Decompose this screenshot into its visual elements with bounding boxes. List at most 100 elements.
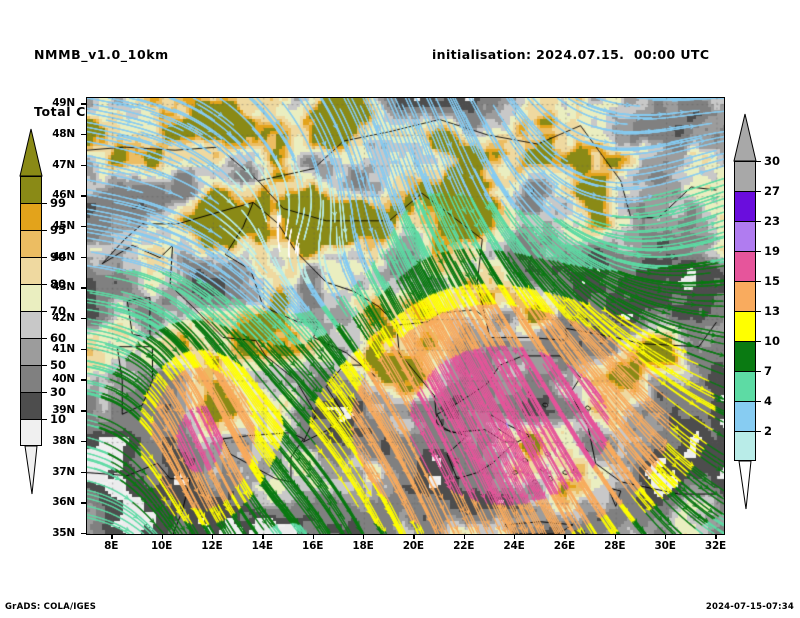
colorbar-tick	[734, 431, 761, 433]
x-axis-label: 24E	[503, 540, 525, 552]
colorbar-tick-label: 80	[50, 277, 67, 291]
colorbar-band	[734, 161, 756, 191]
colorbar-tick-label: 95	[50, 223, 67, 237]
colorbar-band	[734, 221, 756, 251]
colorbar-band	[734, 371, 756, 401]
colorbar-band	[734, 251, 756, 281]
y-axis-label: 36N	[52, 496, 75, 509]
x-axis-tick	[665, 534, 667, 539]
colorbar-tick	[20, 338, 47, 340]
x-axis-tick	[715, 534, 717, 539]
y-axis-label: 37N	[52, 465, 75, 478]
footer-timestamp: 2024-07-15-07:34	[705, 602, 794, 612]
colorbar-tick	[734, 281, 761, 283]
colorbar-band	[20, 392, 42, 419]
colorbar-tick	[20, 311, 47, 313]
colorbar-band	[734, 191, 756, 221]
y-axis-tick	[81, 348, 86, 351]
x-axis-tick	[564, 534, 566, 539]
x-axis-label: 16E	[302, 540, 324, 552]
x-axis-tick	[111, 534, 113, 539]
y-axis-tick	[81, 502, 86, 504]
y-axis-label: 47N	[52, 158, 75, 171]
colorbar-band	[734, 311, 756, 341]
x-axis-tick	[614, 534, 617, 539]
colorbar-tick-label: 90	[50, 250, 67, 264]
y-axis-tick	[81, 471, 86, 473]
map-plot-area	[86, 97, 725, 535]
y-axis-tick	[81, 256, 86, 259]
y-axis-tick	[81, 287, 86, 289]
footer-credit: GrADS: COLA/IGES	[5, 602, 97, 612]
x-axis-tick	[463, 534, 466, 539]
x-axis-label: 10E	[150, 540, 173, 552]
colorbar-tick-label: 99	[50, 196, 67, 210]
colorbar-tick-label: 10	[764, 334, 781, 348]
y-axis-label: 39N	[52, 404, 75, 417]
y-axis-tick	[81, 440, 86, 443]
y-axis-label: 35N	[52, 527, 75, 539]
y-axis-label: 44N	[52, 250, 75, 263]
colorbar-band	[20, 203, 42, 230]
colorbar-tick	[734, 401, 761, 403]
colorbar-band	[20, 338, 42, 365]
y-axis-tick	[81, 164, 86, 166]
colorbar-band	[20, 365, 42, 392]
colorbar-band	[734, 281, 756, 311]
x-axis-label: 12E	[201, 540, 223, 552]
y-axis-tick	[81, 195, 86, 197]
colorbar-tick	[20, 203, 47, 205]
x-axis-label: 30E	[654, 540, 676, 552]
colorbar-tick-label: 30	[50, 385, 67, 399]
x-axis-label: 26E	[553, 540, 575, 552]
y-axis-label: 38N	[52, 434, 75, 447]
cbar-left-body	[20, 176, 42, 446]
colorbar-tick	[734, 161, 761, 163]
x-axis-tick	[161, 534, 163, 539]
x-axis-tick	[514, 534, 516, 539]
x-axis-label: 18E	[352, 540, 374, 552]
colorbar-band	[734, 341, 756, 371]
x-axis-tick	[362, 534, 365, 539]
y-axis-tick	[81, 133, 86, 136]
colorbar-arrow-caps	[733, 113, 757, 510]
colorbar-tick-label: 23	[764, 214, 781, 228]
model-name: NMMB_v1.0_10km	[34, 47, 169, 62]
colorbar-tick	[734, 221, 761, 223]
colorbar-tick-label: 10	[50, 412, 67, 426]
colorbar-tick-label: 2	[764, 424, 773, 438]
colorbar-tick	[20, 365, 47, 367]
colorbar-band	[20, 230, 42, 257]
colorbar-arrow-caps	[19, 128, 43, 495]
x-axis-label: 22E	[453, 540, 475, 552]
y-axis-label: 48N	[52, 127, 75, 140]
x-axis-label: 28E	[604, 540, 626, 552]
cbar-right-body	[734, 161, 756, 461]
x-axis-label: 8E	[104, 540, 119, 552]
y-axis-label: 46N	[52, 189, 75, 202]
y-axis-tick	[81, 410, 86, 412]
map-canvas	[87, 98, 724, 534]
y-axis-label: 40N	[52, 373, 75, 386]
colorbar-tick-label: 60	[50, 331, 67, 345]
colorbar-band	[20, 311, 42, 338]
y-axis-tick	[81, 379, 86, 381]
colorbar-band	[20, 419, 42, 446]
x-axis-label: 14E	[251, 540, 273, 552]
colorbar-tick-label: 15	[764, 274, 781, 288]
y-axis-label: 42N	[52, 312, 75, 325]
colorbar-band	[20, 284, 42, 311]
colorbar-tick	[20, 257, 47, 259]
colorbar-tick-label: 4	[764, 394, 773, 408]
colorbar-band	[734, 401, 756, 431]
y-axis-label: 45N	[52, 219, 75, 232]
x-axis-tick	[211, 534, 214, 539]
colorbar-tick	[734, 191, 761, 193]
colorbar-band	[20, 257, 42, 284]
colorbar-tick-label: 70	[50, 304, 67, 318]
y-axis-tick	[81, 533, 86, 535]
colorbar-band	[20, 176, 42, 203]
colorbar-band	[734, 431, 756, 461]
colorbar-tick-label: 30	[764, 154, 781, 168]
